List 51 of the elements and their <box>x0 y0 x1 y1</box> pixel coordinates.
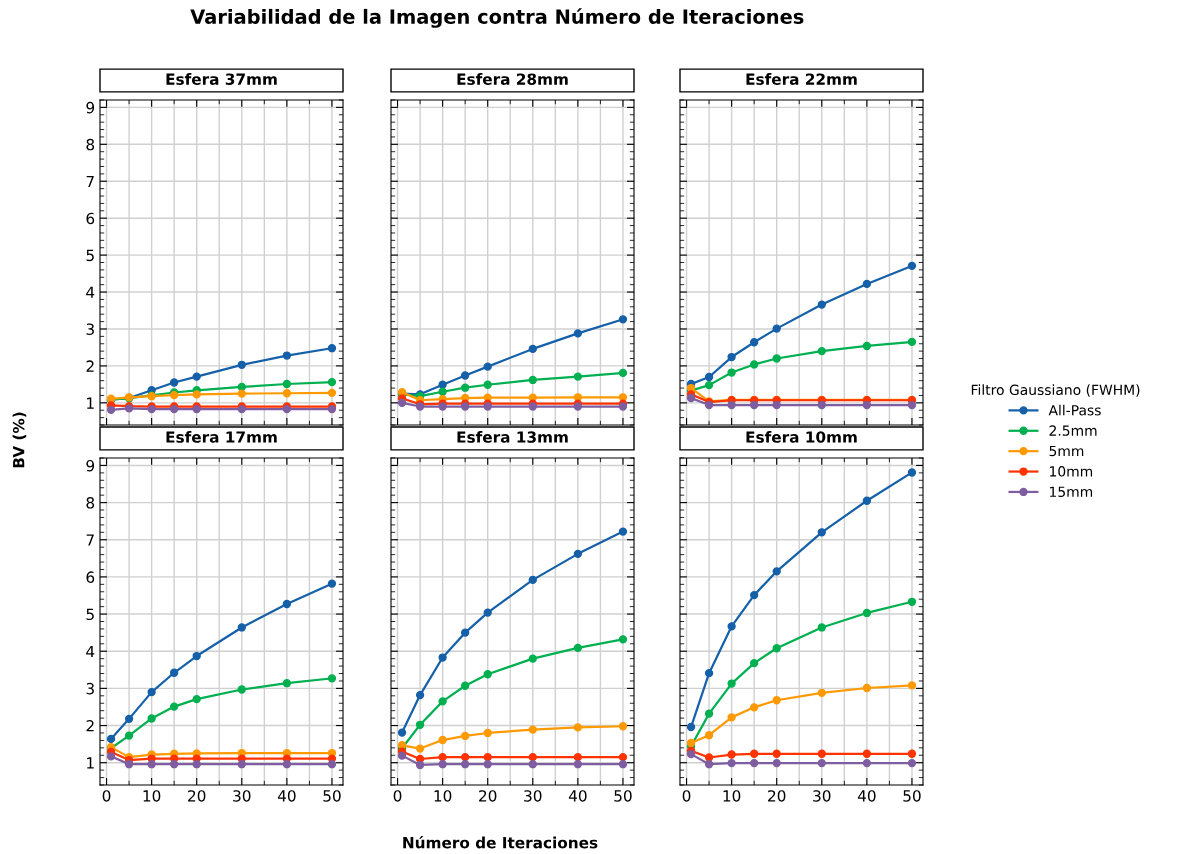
y-tick-label: 2 <box>86 720 94 732</box>
x-tick-label: 20 <box>188 790 206 802</box>
chart-title: Esfera 13mm <box>457 430 568 443</box>
y-tick-label: 3 <box>86 323 94 335</box>
y-tick-label: 3 <box>86 682 94 695</box>
legend-title: Filtro Gaussiano (FWHM) <box>971 384 1140 397</box>
x-tick-label: 20 <box>768 790 786 802</box>
x-tick-label: 40 <box>568 790 587 802</box>
x-tick-label: 20 <box>479 790 497 802</box>
x-tick-label: 0 <box>682 790 691 802</box>
x-tick-label: 50 <box>903 790 921 802</box>
x-tick-label: 50 <box>323 790 341 802</box>
legend-label: 10mm <box>1050 466 1093 477</box>
chart-title: Esfera 17mm <box>166 430 277 443</box>
y-tick-label: 6 <box>86 571 95 583</box>
legend-label: 5mm <box>1049 445 1084 457</box>
y-tick-label: 1 <box>87 397 94 409</box>
y-tick-label: 5 <box>86 608 94 621</box>
y-tick-label: 8 <box>86 138 95 151</box>
x-tick-label: 10 <box>723 790 741 802</box>
x-tick-label: 0 <box>102 790 111 802</box>
text: Variabilidad de la Imagen contra Número de Iteraciones <box>190 8 804 28</box>
y-tick-label: 9 <box>86 459 95 472</box>
chart-title: Esfera 10mm <box>746 430 857 443</box>
y-tick-label: 2 <box>86 360 94 372</box>
chart-title: Esfera 37mm <box>166 73 277 85</box>
legend-label: 15mm <box>1050 486 1093 497</box>
y-tick-label: 1 <box>87 757 94 769</box>
y-tick-label: 8 <box>86 497 95 509</box>
x-tick-label: 0 <box>393 790 402 802</box>
y-tick-label: 4 <box>86 645 95 658</box>
chart-title: Esfera 22mm <box>746 73 857 85</box>
y-tick-label: 4 <box>86 286 95 298</box>
chart-title: Esfera 28mm <box>457 73 568 85</box>
x-tick-label: 30 <box>233 790 251 802</box>
legend-label: All-Pass <box>1048 404 1101 416</box>
y-tick-label: 9 <box>86 101 95 114</box>
x-tick-label: 10 <box>434 790 452 802</box>
y-tick-label: 7 <box>86 534 94 546</box>
x-tick-label: 50 <box>614 790 632 802</box>
legend-label: 2.5mm <box>1049 425 1097 436</box>
y-tick-label: 5 <box>86 249 94 262</box>
x-axis-title: Número de Iteraciones <box>403 836 598 849</box>
x-tick-label: 40 <box>277 790 296 802</box>
x-tick-label: 30 <box>524 790 542 802</box>
x-tick-label: 30 <box>813 790 831 802</box>
x-tick-label: 40 <box>857 790 876 802</box>
x-tick-label: 10 <box>143 790 161 802</box>
y-tick-label: 7 <box>86 175 94 188</box>
y-tick-label: 6 <box>86 212 95 225</box>
y-axis-title: BV (%) <box>12 412 27 468</box>
